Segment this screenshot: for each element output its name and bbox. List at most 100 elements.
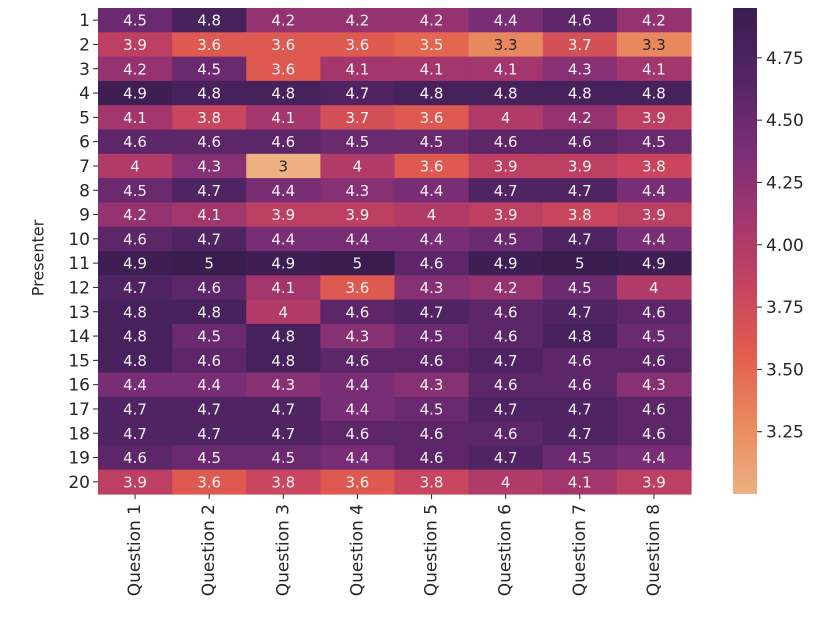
heatmap-cell	[246, 105, 321, 131]
heatmap-cell	[246, 56, 321, 82]
heatmap-cell	[394, 299, 470, 325]
heatmap-cell-value: 4.3	[197, 157, 221, 175]
heatmap-cell-value: 4.6	[494, 328, 518, 346]
y-tick-label: 8	[79, 181, 90, 201]
heatmap-cell-value: 4.4	[123, 376, 147, 394]
heatmap-cell-value: 4.5	[197, 328, 221, 346]
y-tick-label: 6	[79, 133, 90, 153]
heatmap-cell-value: 4.6	[420, 352, 444, 370]
heatmap-cell-value: 4.8	[271, 328, 295, 346]
heatmap-cell-value: 4.8	[271, 352, 295, 370]
heatmap-cell-value: 4.6	[642, 400, 666, 418]
heatmap-cell-value: 3.6	[346, 279, 370, 297]
heatmap-cell-value: 4.7	[197, 400, 221, 418]
heatmap-cell-value: 4.5	[197, 60, 221, 78]
heatmap-cell	[98, 105, 173, 131]
heatmap-cell-value: 4.4	[642, 182, 666, 200]
heatmap-cell	[616, 80, 692, 106]
heatmap-cell-value: 4.3	[568, 60, 592, 78]
y-tick-label: 4	[79, 84, 90, 104]
heatmap-cell-labels: 4.5 4.8 4.2 4.2 4.2 4.4 4.6 4.2 3.9 3.6 3.6 3.6 3.5 3…	[123, 12, 666, 492]
heatmap-cell-value: 4.1	[271, 109, 295, 127]
heatmap-cell	[320, 178, 396, 203]
heatmap-cell-value: 4.7	[271, 400, 295, 418]
heatmap-cell	[616, 178, 692, 203]
heatmap-cell	[468, 178, 544, 203]
heatmap-cell	[616, 421, 692, 446]
heatmap-cell	[320, 32, 396, 58]
heatmap-cell	[542, 105, 618, 131]
heatmap-cell-value: 4.2	[568, 109, 592, 127]
heatmap-cell-value: 4.2	[346, 12, 370, 30]
heatmap-cell-value: 4.9	[642, 255, 666, 273]
heatmap-cell	[542, 469, 618, 495]
heatmap-cell	[246, 445, 321, 471]
heatmap-cell	[172, 56, 247, 82]
heatmap-cell-value: 4.8	[123, 328, 147, 346]
heatmap-cell	[246, 202, 321, 228]
heatmap-cell	[468, 153, 544, 179]
heatmap-cell-value: 4.4	[494, 12, 518, 30]
heatmap-cell-value: 3	[279, 157, 289, 175]
y-tick-label: 1	[79, 11, 90, 31]
heatmap-cell	[98, 323, 173, 349]
heatmap-cell	[616, 129, 692, 155]
heatmap-cell	[468, 56, 544, 82]
heatmap-cell	[468, 8, 544, 33]
heatmap-cell	[320, 202, 396, 228]
heatmap-cell	[468, 80, 544, 106]
heatmap-cell	[172, 226, 247, 252]
heatmap-cell	[468, 445, 544, 471]
heatmap-cell	[394, 396, 470, 422]
heatmap-cell	[98, 421, 173, 446]
heatmap-cell	[320, 372, 396, 398]
heatmap-cell-value: 4.3	[642, 376, 666, 394]
heatmap-cell	[394, 178, 470, 203]
heatmap-cell	[246, 80, 321, 106]
heatmap-cell-value: 4.8	[420, 85, 444, 103]
heatmap-cell	[542, 299, 618, 325]
heatmap-cell	[468, 396, 544, 422]
heatmap-cell-value: 3.7	[346, 109, 370, 127]
heatmap-cell-value: 4.8	[642, 85, 666, 103]
heatmap-cell-value: 4.3	[346, 328, 370, 346]
heatmap-cell-value: 4.6	[642, 303, 666, 321]
heatmap-cell-value: 3.8	[197, 109, 221, 127]
heatmap-cell	[394, 32, 470, 58]
y-tick-label: 9	[79, 206, 90, 226]
heatmap-cell	[172, 323, 247, 349]
heatmap-cell-value: 4.5	[568, 449, 592, 467]
y-tick-label: 14	[68, 327, 90, 347]
heatmap-cell	[320, 348, 396, 374]
heatmap-cell	[98, 469, 173, 495]
heatmap-cell	[98, 129, 173, 155]
heatmap-cell	[246, 348, 321, 374]
heatmap-cell-value: 4.3	[420, 279, 444, 297]
heatmap-cell-value: 3.6	[271, 60, 295, 78]
heatmap-cell-value: 4.7	[123, 425, 147, 443]
heatmap-cell-value: 4.6	[197, 133, 221, 151]
heatmap-cell-value: 4.5	[494, 230, 518, 248]
heatmap-cell-value: 4	[501, 109, 511, 127]
heatmap-cell-value: 4.6	[494, 303, 518, 321]
heatmap-cell-value: 4.5	[642, 328, 666, 346]
x-tick-label: Question 3	[273, 504, 293, 596]
heatmap-cell	[98, 80, 173, 106]
heatmap-cell-value: 4.6	[568, 376, 592, 394]
heatmap-cell-value: 3.3	[642, 36, 666, 54]
heatmap-cell	[542, 372, 618, 398]
colorbar: 3.25 3.50 3.75 4.00 4.25 4.50 4.75	[733, 8, 804, 494]
heatmap-cell	[394, 129, 470, 155]
heatmap-cell-value: 3.9	[494, 206, 518, 224]
heatmap-cell	[98, 32, 173, 58]
heatmap-cell	[320, 275, 396, 301]
heatmap-cell-value: 4.8	[568, 328, 592, 346]
heatmap-cell-value: 3.9	[494, 157, 518, 175]
heatmap-cell-value: 4.7	[197, 230, 221, 248]
y-tick-label: 13	[68, 303, 90, 323]
heatmap-cell-value: 4.1	[197, 206, 221, 224]
heatmap-cell	[394, 56, 470, 82]
heatmap-cell	[468, 372, 544, 398]
x-tick-label: Question 8	[644, 504, 664, 596]
heatmap-cell-value: 4.7	[494, 449, 518, 467]
